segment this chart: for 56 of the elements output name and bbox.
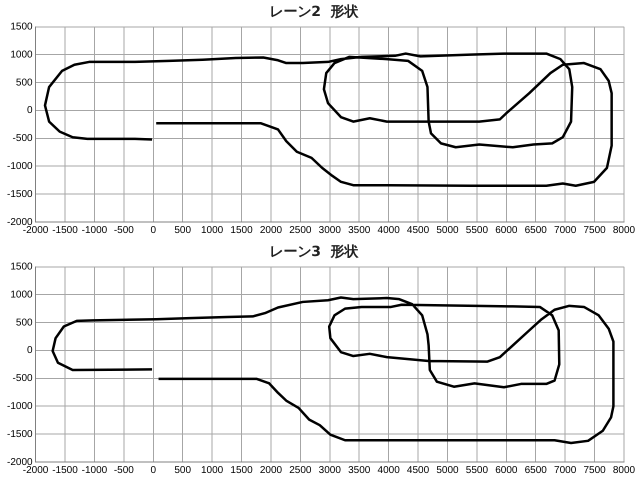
x-tick-label: 7500	[583, 464, 606, 476]
x-tick-label: 7500	[583, 224, 606, 236]
y-tick-label: 500	[16, 317, 34, 328]
x-tick-label: -1000	[82, 224, 108, 236]
y-tick-label: 1000	[10, 49, 34, 60]
y-tick-label: -500	[12, 133, 34, 144]
y-tick-label: 1500	[10, 22, 34, 33]
x-tick-label: 2500	[289, 464, 312, 476]
x-tick-label: 8000	[612, 224, 636, 236]
x-tick-label: 8000	[612, 464, 636, 476]
x-tick-label: 5000	[436, 464, 460, 476]
x-tick-label: 1000	[200, 224, 224, 236]
chart-title: レーン2 形状	[269, 4, 360, 20]
x-tick-label: 5500	[466, 224, 488, 236]
x-tick-label: 500	[174, 464, 192, 476]
x-tick-label: 7000	[554, 224, 577, 236]
x-tick-label: -500	[114, 224, 134, 236]
x-tick-label: -1500	[52, 464, 78, 476]
x-tick-label: 2000	[260, 224, 283, 236]
x-tick-label: 4000	[378, 464, 400, 476]
x-tick-label: 6000	[495, 464, 518, 476]
x-tick-label: 6500	[524, 464, 548, 476]
x-tick-label: 500	[174, 224, 192, 236]
x-tick-label: 4000	[378, 224, 400, 236]
x-tick-label: 3000	[318, 224, 342, 236]
x-tick-label: 1500	[230, 224, 254, 236]
x-tick-label: 0	[150, 464, 156, 476]
y-tick-label: 0	[27, 345, 34, 356]
x-tick-label: 1000	[200, 464, 224, 476]
x-tick-label: 7000	[554, 464, 577, 476]
y-tick-label: 1500	[10, 262, 34, 273]
chart-title: レーン3 形状	[269, 244, 360, 260]
x-tick-label: 4500	[406, 224, 430, 236]
x-tick-label: 5500	[466, 464, 488, 476]
x-tick-label: 3000	[318, 464, 342, 476]
y-tick-label: 0	[27, 105, 34, 116]
x-tick-label: 3500	[348, 464, 371, 476]
x-tick-label: -1000	[82, 464, 108, 476]
y-tick-label: -1000	[7, 160, 34, 172]
y-tick-label: -500	[12, 373, 34, 384]
y-tick-label: -1500	[7, 188, 34, 200]
x-tick-label: 6000	[495, 224, 518, 236]
x-tick-label: 3500	[348, 224, 371, 236]
x-tick-label: 1500	[230, 464, 254, 476]
y-tick-label: 1000	[10, 289, 34, 300]
y-tick-label: -1000	[7, 400, 34, 412]
y-tick-label: 500	[16, 77, 34, 88]
x-tick-label: 2000	[260, 464, 283, 476]
x-tick-label: 6500	[524, 224, 548, 236]
x-tick-label: 2500	[289, 224, 312, 236]
x-tick-label: -1500	[52, 224, 78, 236]
x-tick-label: 5000	[436, 224, 460, 236]
y-tick-label: -1500	[7, 428, 34, 440]
x-tick-label: 0	[150, 224, 156, 236]
x-tick-label: -500	[114, 464, 134, 476]
x-tick-label: 4500	[406, 464, 430, 476]
